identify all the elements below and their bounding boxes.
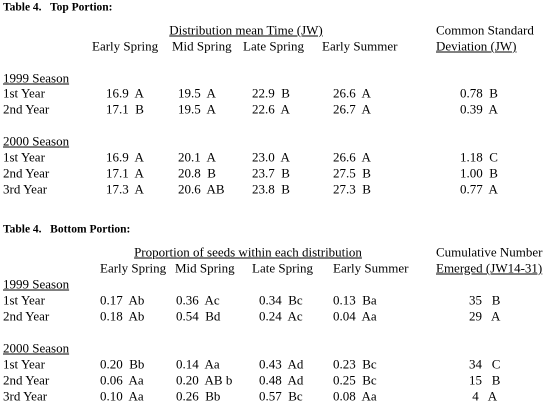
group-header: Proportion of seeds within each distribu… xyxy=(134,244,362,260)
cell: 0.20 Bb xyxy=(100,356,145,372)
cell: 17.3 A xyxy=(106,181,144,197)
row-label: 1st Year xyxy=(3,85,45,101)
table-title: Table 4. Top Portion: xyxy=(3,1,113,14)
cell: 20.6 AB xyxy=(178,181,225,197)
column-header: Early Spring xyxy=(100,260,167,276)
cell: 0.25 Bc xyxy=(333,372,377,388)
column-header: Early Summer xyxy=(333,260,409,276)
cell: 0.18 Ab xyxy=(100,308,145,324)
cell: 0.48 Ad xyxy=(259,372,304,388)
row-label: 3rd Year xyxy=(3,388,48,404)
row-label: 2nd Year xyxy=(3,308,50,324)
row-label: 1st Year xyxy=(3,292,45,308)
cell: 17.1 A xyxy=(106,165,144,181)
cell: 23.7 B xyxy=(252,165,290,181)
cell: 29 A xyxy=(469,308,501,324)
cell: 0.08 Aa xyxy=(333,388,377,404)
extra-header: Cumulative Number xyxy=(436,244,543,260)
cell: 35 B xyxy=(469,292,501,308)
cell: 27.5 B xyxy=(333,165,371,181)
row-label: 2nd Year xyxy=(3,372,50,388)
cell: 0.04 Aa xyxy=(333,308,377,324)
row-label: 3rd Year xyxy=(3,181,48,197)
season-label: 2000 Season xyxy=(3,340,70,356)
cell: 27.3 B xyxy=(333,181,371,197)
group-header: Distribution mean Time (JW) xyxy=(169,22,323,38)
table-title: Table 4. Bottom Portion: xyxy=(3,223,131,236)
cell: 16.9 A xyxy=(106,149,144,165)
cell: 0.10 Aa xyxy=(100,388,144,404)
cell: 20.1 A xyxy=(178,149,216,165)
cell: 1.00 B xyxy=(460,165,498,181)
cell: 0.26 Bb xyxy=(176,388,221,404)
cell: 26.6 A xyxy=(333,85,371,101)
cell: 0.13 Ba xyxy=(333,292,377,308)
cell: 17.1 B xyxy=(106,101,144,117)
cell: 0.23 Bc xyxy=(333,356,377,372)
extra-header: Deviation (JW) xyxy=(436,38,517,54)
cell: 22.6 A xyxy=(252,101,290,117)
season-label: 1999 Season xyxy=(3,276,70,292)
column-header: Mid Spring xyxy=(175,260,235,276)
cell: 22.9 B xyxy=(252,85,290,101)
row-label: 1st Year xyxy=(3,149,45,165)
extra-header: Emerged (JW14-31) xyxy=(436,260,543,276)
cell: 26.7 A xyxy=(333,101,371,117)
cell: 23.8 B xyxy=(252,181,290,197)
cell: 0.17 Ab xyxy=(100,292,145,308)
season-label: 1999 Season xyxy=(3,70,70,86)
row-label: 2nd Year xyxy=(3,165,50,181)
column-header: Early Spring xyxy=(92,38,159,54)
cell: 0.54 Bd xyxy=(176,308,221,324)
cell: 0.36 Ac xyxy=(176,292,220,308)
cell: 34 C xyxy=(469,356,501,372)
cell: 0.20 AB b xyxy=(176,372,233,388)
column-header: Late Spring xyxy=(243,38,305,54)
column-header: Early Summer xyxy=(322,38,398,54)
cell: 19.5 A xyxy=(178,85,216,101)
cell: 0.34 Bc xyxy=(259,292,303,308)
column-header: Late Spring xyxy=(252,260,314,276)
cell: 0.06 Aa xyxy=(100,372,144,388)
row-label: 1st Year xyxy=(3,356,45,372)
cell: 0.24 Ac xyxy=(259,308,303,324)
cell: 15 B xyxy=(469,372,501,388)
cell: 0.14 Aa xyxy=(176,356,220,372)
row-label: 2nd Year xyxy=(3,101,50,117)
season-label: 2000 Season xyxy=(3,133,70,149)
cell: 0.78 B xyxy=(460,85,498,101)
cell: 0.57 Bc xyxy=(259,388,303,404)
column-header: Mid Spring xyxy=(172,38,232,54)
cell: 4 A xyxy=(469,388,498,404)
cell: 1.18 C xyxy=(460,149,498,165)
cell: 16.9 A xyxy=(106,85,144,101)
extra-header: Common Standard xyxy=(436,22,534,38)
cell: 0.43 Ad xyxy=(259,356,304,372)
cell: 19.5 A xyxy=(178,101,216,117)
cell: 23.0 A xyxy=(252,149,290,165)
cell: 20.8 B xyxy=(178,165,216,181)
cell: 0.39 A xyxy=(460,101,498,117)
cell: 0.77 A xyxy=(460,181,498,197)
cell: 26.6 A xyxy=(333,149,371,165)
